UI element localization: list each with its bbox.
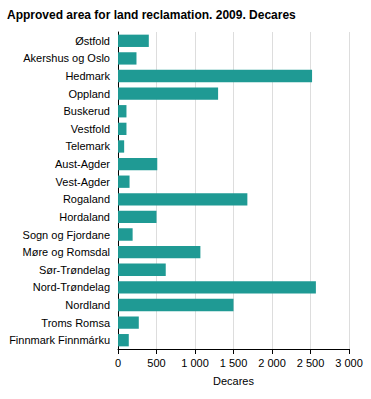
svg-text:3 000: 3 000 <box>335 357 363 369</box>
svg-text:Østfold: Østfold <box>75 35 110 47</box>
svg-text:Troms Romsa: Troms Romsa <box>41 317 111 329</box>
svg-text:500: 500 <box>147 357 165 369</box>
svg-text:Approved area for land reclama: Approved area for land reclamation. 2009… <box>7 8 296 22</box>
svg-text:Vestfold: Vestfold <box>71 123 110 135</box>
svg-text:Hordaland: Hordaland <box>59 211 110 223</box>
svg-text:Nord-Trøndelag: Nord-Trøndelag <box>33 281 110 293</box>
svg-text:Aust-Agder: Aust-Agder <box>55 158 110 170</box>
svg-text:Rogaland: Rogaland <box>63 193 110 205</box>
svg-text:Møre og Romsdal: Møre og Romsdal <box>23 246 110 258</box>
svg-text:Sør-Trøndelag: Sør-Trøndelag <box>39 264 110 276</box>
svg-text:Vest-Agder: Vest-Agder <box>56 176 111 188</box>
svg-text:Decares: Decares <box>213 375 254 387</box>
svg-text:Buskerud: Buskerud <box>64 105 110 117</box>
svg-text:Finnmark Finnmárku: Finnmark Finnmárku <box>9 334 110 346</box>
svg-text:1 500: 1 500 <box>220 357 248 369</box>
svg-text:2 500: 2 500 <box>297 357 325 369</box>
svg-text:0: 0 <box>115 357 121 369</box>
svg-text:Oppland: Oppland <box>68 88 110 100</box>
svg-text:2 000: 2 000 <box>258 357 286 369</box>
svg-text:Akershus og Oslo: Akershus og Oslo <box>23 52 110 64</box>
svg-text:Sogn og Fjordane: Sogn og Fjordane <box>23 229 110 241</box>
svg-text:Hedmark: Hedmark <box>65 70 110 82</box>
svg-text:Telemark: Telemark <box>65 140 110 152</box>
svg-text:Nordland: Nordland <box>65 299 110 311</box>
svg-text:1 000: 1 000 <box>181 357 209 369</box>
